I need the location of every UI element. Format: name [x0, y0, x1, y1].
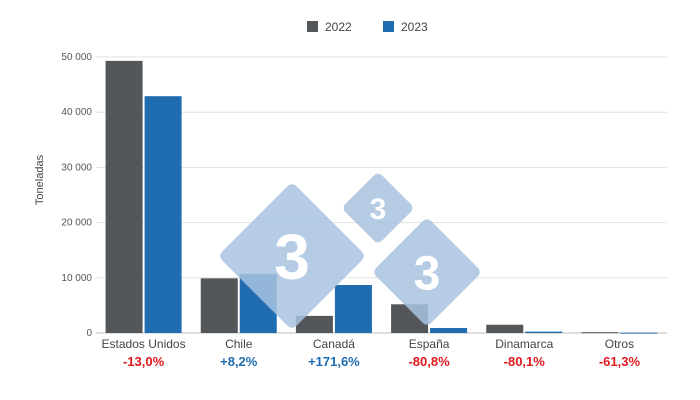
y-tick-label: 50 000 — [61, 52, 92, 63]
y-tick-label: 10 000 — [61, 273, 92, 284]
svg-text:3: 3 — [274, 221, 310, 293]
change-label: -80,1% — [504, 354, 546, 369]
bar-2022[interactable] — [200, 278, 238, 333]
y-tick-label: 0 — [86, 328, 92, 339]
bar-2022[interactable] — [581, 332, 619, 334]
watermark-diamond: 3 — [374, 219, 480, 325]
bar-2022[interactable] — [486, 324, 524, 333]
bar-2023[interactable] — [144, 96, 182, 333]
change-label: -13,0% — [123, 354, 165, 369]
svg-text:3: 3 — [370, 193, 387, 226]
legend-label[interactable]: 2022 — [325, 20, 352, 34]
change-label: +171,6% — [308, 354, 360, 369]
x-tick-label: Chile — [225, 337, 253, 351]
axis-labels: 0 10 000 20 000 30 000 40 000 50 000 Estados U… — [61, 52, 640, 369]
legend-swatch — [307, 21, 318, 32]
y-tick-label: 30 000 — [61, 162, 92, 173]
watermark-diamond: 3 — [343, 173, 413, 243]
x-tick-label: Dinamarca — [495, 337, 553, 351]
watermark-logo: 333 — [220, 173, 480, 328]
watermark-diamond: 3 — [220, 184, 364, 328]
x-tick-label: Estados Unidos — [102, 337, 186, 351]
x-tick-label: Canadá — [313, 337, 355, 351]
y-tick-label: 20 000 — [61, 218, 92, 229]
y-axis-title: Toneladas — [34, 154, 46, 205]
legend[interactable]: 2022 2023 — [307, 20, 428, 34]
y-tick-label: 40 000 — [61, 107, 92, 118]
bar-2023[interactable] — [430, 328, 468, 333]
svg-text:3: 3 — [414, 247, 441, 300]
bar-2022[interactable] — [105, 60, 143, 333]
change-label: +8,2% — [220, 354, 258, 369]
legend-swatch — [383, 21, 394, 32]
x-tick-label: España — [409, 337, 450, 351]
bar-2022[interactable] — [295, 315, 333, 333]
change-label: -80,8% — [408, 354, 450, 369]
bar-2023[interactable] — [334, 284, 372, 333]
change-label: -61,3% — [599, 354, 641, 369]
bar-2023[interactable] — [620, 332, 658, 334]
legend-label[interactable]: 2023 — [401, 20, 428, 34]
x-tick-label: Otros — [605, 337, 634, 351]
bar-2023[interactable] — [525, 331, 563, 333]
